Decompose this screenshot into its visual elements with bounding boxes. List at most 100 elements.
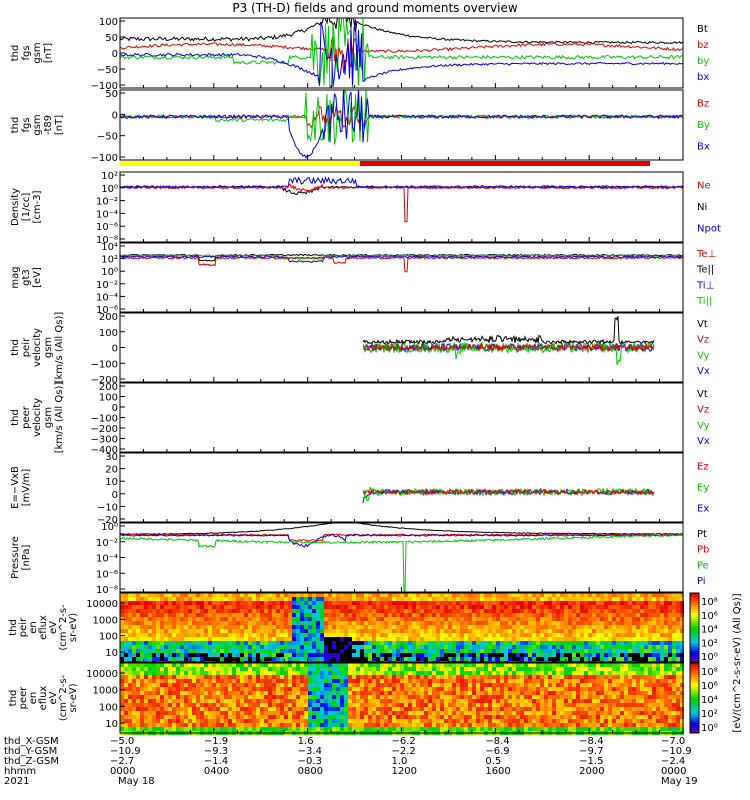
y-tick-label: 0	[112, 49, 118, 60]
x-axis-value: 1.6	[297, 736, 314, 747]
y-tick-label: 10	[105, 477, 118, 488]
panel-frame	[119, 382, 684, 453]
x-axis-value: −9.3	[203, 746, 229, 757]
y-tick-label: 10⁻⁶	[96, 569, 118, 580]
y-axis-label: gsm	[32, 42, 43, 63]
y-axis-label: thd	[8, 619, 19, 636]
legend-Pi: Pi	[697, 576, 706, 587]
y-axis-label: eV	[48, 621, 59, 634]
y-axis-label: eflux	[38, 615, 49, 640]
x-axis-value: −10.9	[110, 746, 141, 757]
x-axis-value: −7.0	[661, 736, 686, 747]
panel-10: 10000 1000 100 10 thd peer en eflux eV (cm^2-s-sr…	[8, 662, 684, 735]
legend-Vx: Vx	[697, 366, 710, 377]
x-axis-value: 1200	[391, 766, 417, 777]
panel-1: 100 50 0 −50 −100 thd fgs gsm [nT] Bt bz by bx	[10, 17, 709, 92]
y-tick-label: 10000	[86, 669, 118, 680]
y-tick-label: −100	[91, 153, 118, 164]
legend-Pb: Pb	[697, 545, 709, 556]
y-tick-label: 50	[105, 89, 118, 100]
panel-5: 200 100 0 −100 −200 thd peir velocity gsm [km/s (…	[10, 312, 710, 386]
y-tick-label: −100	[91, 359, 118, 370]
legend-Vz: Vz	[697, 405, 709, 416]
y-tick-label: 20	[105, 465, 118, 476]
y-tick-label: −200	[91, 424, 118, 435]
y-axis-label: en	[28, 692, 39, 705]
y-axis-label: peir	[21, 337, 32, 357]
y-axis-label: [cm-3]	[32, 190, 43, 223]
series-Te⊥	[120, 256, 683, 273]
y-tick-label: 0	[112, 110, 118, 121]
colorbar-tick-label: 10⁰	[701, 652, 718, 663]
y-tick-label: 10⁴	[101, 242, 118, 253]
y-axis-label: fgs	[21, 117, 32, 132]
y-axis-label: thd	[10, 409, 21, 426]
colorbar-tick-label: 10²	[701, 638, 718, 649]
y-tick-label: 10⁰	[101, 184, 118, 195]
x-axis-value: −6.2	[391, 736, 416, 747]
y-tick-label: 0	[112, 344, 118, 355]
colorbar-tick-label: 10⁶	[701, 611, 718, 622]
y-tick-label: 10⁻⁴	[96, 209, 118, 220]
y-axis-label: (cm^2-s-	[58, 674, 69, 721]
y-tick-label: 10⁰	[101, 267, 118, 278]
x-axis-value: 0000	[110, 766, 136, 777]
y-axis-label: E=−VxB	[10, 466, 21, 509]
legend-Pe: Pe	[697, 560, 709, 571]
y-tick-label: 10²	[101, 171, 118, 182]
y-axis-label: (cm^2-s-	[58, 604, 69, 651]
y-tick-label: 0	[112, 490, 118, 501]
panel-frame	[119, 17, 684, 89]
colorbar-1: 10⁸ 10⁶ 10⁴ 10² 10⁰	[689, 592, 718, 663]
legend-Ni: Ni	[697, 202, 707, 213]
x-axis-row-label: thd_X-GSM	[4, 736, 59, 747]
legend-bx: bx	[697, 72, 709, 83]
x-axis-value: 1600	[485, 766, 511, 777]
colorbar-2: 10⁸ 10⁶ 10⁴ 10² 10⁰	[689, 662, 718, 734]
series-Bt	[120, 18, 683, 45]
legend-Vy: Vy	[697, 350, 710, 361]
legend-Ne: Ne	[697, 181, 711, 192]
panel-frame	[119, 89, 684, 161]
y-tick-label: −50	[97, 132, 118, 143]
x-axis-value: 1.0	[391, 756, 408, 767]
year-label: 2021	[4, 776, 30, 787]
y-axis-label: [nT]	[43, 43, 54, 63]
y-axis-label: eflux	[38, 686, 49, 711]
series-Pt	[120, 523, 683, 535]
panel-frame	[119, 452, 684, 523]
date-end: May 19	[661, 776, 698, 787]
y-axis-label: [eV]	[32, 267, 43, 288]
panel-9: 10000 1000 100 10 thd peir en eflux eV (cm^2-s-sr…	[8, 592, 684, 665]
x-axis-value: −8.4	[579, 736, 604, 747]
x-axis-value: −3.4	[297, 746, 322, 757]
y-axis-label: gt3	[21, 269, 32, 286]
x-axis-value: −1.4	[203, 756, 229, 767]
panel-8: 10⁰ 10⁻² 10⁻⁴ 10⁻⁶ 10⁻⁸ Pressure [nPa] Pt Pb Pe Pi	[10, 522, 709, 596]
panel-3: 10² 10⁰ 10⁻²10⁻⁴ 10⁻⁶ 10⁻⁸ Density [1/cc] [cm-3…	[10, 171, 721, 246]
x-axis-value: 0800	[297, 766, 324, 777]
x-axis-value: 0400	[203, 766, 230, 777]
series-Pb	[120, 533, 683, 542]
y-axis-label: peer	[21, 405, 32, 429]
series-bz	[120, 35, 683, 73]
y-axis-label: [mV/m]	[21, 469, 32, 507]
y-axis-label: peir	[18, 617, 29, 637]
y-axis-label: -t89	[43, 115, 54, 135]
x-axis-row-label: hhmm	[4, 766, 37, 777]
y-axis-label: [nT]	[54, 115, 65, 135]
y-tick-label: −100	[91, 414, 118, 425]
legend-Pt: Pt	[697, 529, 707, 540]
x-axis-value: −1.5	[579, 756, 604, 767]
page-title: P3 (TH-D) fields and ground moments over…	[232, 1, 518, 15]
date-start: May 18	[118, 776, 155, 787]
legend-Bz: Bz	[697, 99, 709, 110]
legend-Bx: Bx	[697, 141, 710, 152]
colorbar-tick-label: 10⁴	[701, 625, 718, 636]
y-axis-label: thd	[10, 117, 21, 134]
colorbar-label: [eV/(cm^2-s-sr-eV) (All Qs)]	[732, 593, 743, 732]
legend-Ti⊥: Ti⊥	[696, 280, 714, 291]
y-tick-label: 100	[99, 393, 118, 404]
